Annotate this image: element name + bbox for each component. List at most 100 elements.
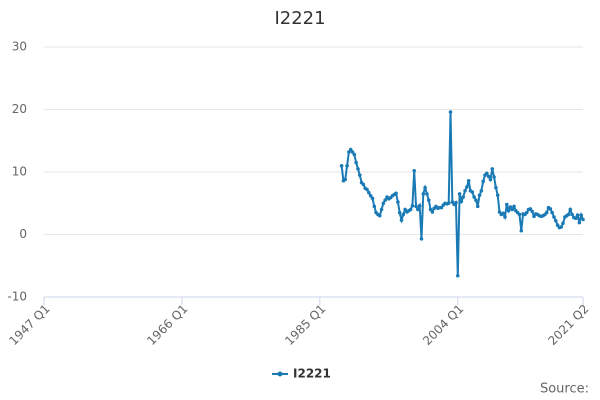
point <box>439 205 444 210</box>
point <box>559 225 564 229</box>
point <box>365 187 369 192</box>
point <box>367 190 371 195</box>
point <box>519 228 524 233</box>
point <box>528 207 533 211</box>
point <box>552 215 556 219</box>
point <box>399 218 404 222</box>
point <box>408 207 413 212</box>
point <box>461 195 466 199</box>
point <box>550 210 554 215</box>
point <box>548 207 553 211</box>
point <box>370 196 375 201</box>
point <box>530 209 534 214</box>
point <box>504 202 509 207</box>
point <box>454 200 458 205</box>
point <box>517 212 522 217</box>
x-tick-label: 2021 Q2 <box>545 302 591 348</box>
point <box>425 192 429 196</box>
x-tick-label: 2004 Q1 <box>420 302 466 348</box>
point <box>475 204 480 209</box>
point <box>579 213 583 217</box>
point <box>488 177 493 182</box>
point <box>472 195 476 199</box>
point <box>379 207 384 212</box>
point <box>448 110 453 114</box>
chart-title: I2221 <box>274 8 325 29</box>
point <box>339 163 344 168</box>
point <box>466 178 471 183</box>
point <box>561 221 565 226</box>
point <box>553 218 558 223</box>
legend-marker <box>277 371 283 377</box>
point <box>423 185 427 190</box>
point <box>357 173 362 177</box>
point <box>465 185 469 189</box>
point <box>474 198 478 202</box>
point <box>345 163 349 168</box>
point <box>383 198 387 202</box>
point <box>352 152 357 157</box>
point <box>570 212 574 217</box>
point <box>377 213 382 218</box>
point <box>348 147 353 152</box>
point <box>479 188 484 193</box>
point <box>350 150 355 154</box>
legend-label: I2221 <box>293 367 331 381</box>
y-tick-label: -10 <box>7 290 27 304</box>
point <box>457 192 462 196</box>
point <box>573 216 578 221</box>
point <box>417 203 422 208</box>
point <box>532 214 536 219</box>
point <box>503 215 507 219</box>
point <box>555 223 560 227</box>
point <box>347 150 351 154</box>
point <box>416 207 420 212</box>
point <box>544 210 549 215</box>
point <box>381 201 386 206</box>
point <box>459 199 464 204</box>
source: Source: <box>540 382 589 397</box>
point <box>492 175 496 179</box>
point <box>481 179 485 184</box>
point <box>508 205 513 209</box>
point <box>428 207 433 212</box>
point <box>446 201 451 206</box>
point <box>470 190 475 194</box>
point <box>581 217 585 222</box>
point <box>412 168 417 173</box>
point <box>524 210 529 215</box>
point <box>495 193 500 197</box>
point <box>372 204 377 209</box>
point <box>506 208 511 213</box>
point <box>354 160 358 165</box>
point <box>421 192 426 196</box>
point <box>566 212 571 217</box>
y-tick-label: 0 <box>19 227 27 241</box>
point <box>410 203 415 208</box>
y-tick-label: 30 <box>12 40 27 54</box>
point <box>343 177 348 182</box>
point <box>403 207 407 212</box>
point <box>430 210 435 214</box>
y-tick-label: 20 <box>12 102 27 116</box>
point <box>494 185 498 190</box>
point <box>568 207 573 212</box>
point <box>394 191 398 196</box>
point <box>419 237 424 241</box>
point <box>497 210 502 214</box>
point <box>512 204 516 209</box>
x-tick-label: 1985 Q1 <box>282 302 328 348</box>
series-line <box>340 111 584 276</box>
point <box>397 210 402 215</box>
y-tick-label: 10 <box>12 165 27 179</box>
point <box>455 273 460 278</box>
point <box>414 204 418 209</box>
point <box>401 212 406 217</box>
point <box>485 171 489 176</box>
point <box>356 167 360 171</box>
point <box>575 213 580 217</box>
point <box>486 174 491 179</box>
point <box>361 182 366 187</box>
point <box>463 188 467 193</box>
